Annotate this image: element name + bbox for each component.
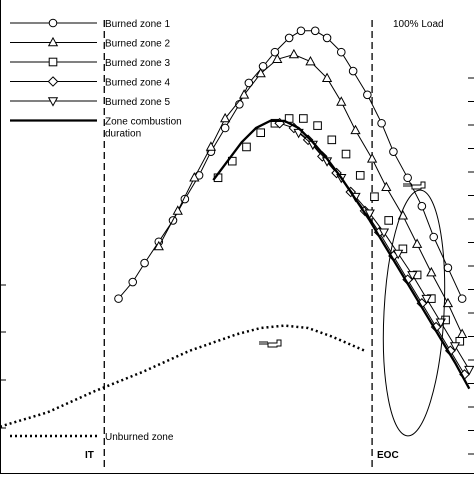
data-point-burned-zone-2 <box>220 112 231 123</box>
legend: Burned zone 1 Burned zone 2 Burned zone 3 B… <box>10 18 182 140</box>
series-line-zone-combustion-duration <box>212 119 471 390</box>
series-line-burned-zone-5 <box>298 132 470 370</box>
legend-item-burned-zone-3: Burned zone 3 <box>10 57 170 69</box>
data-point-burned-zone-1 <box>244 78 254 88</box>
series-burned-zone-2 <box>153 48 468 338</box>
data-point-burned-zone-1 <box>284 33 294 43</box>
data-point-burned-zone-2 <box>321 72 333 83</box>
series-zone-combustion-duration <box>212 119 471 390</box>
data-point-burned-zone-1 <box>403 173 412 183</box>
data-point-burned-zone-1 <box>114 294 123 303</box>
legend-marker <box>47 97 59 107</box>
legend-marker <box>47 76 59 87</box>
data-point-burned-zone-1 <box>429 232 439 242</box>
data-point-burned-zone-2 <box>272 53 283 64</box>
data-point-burned-zone-2 <box>366 153 378 163</box>
data-point-burned-zone-1 <box>296 26 306 36</box>
series-unburned-zone <box>0 324 366 428</box>
data-point-burned-zone-1 <box>220 123 230 133</box>
data-point-burned-zone-2 <box>288 48 300 59</box>
pointing-hand-icon <box>403 181 426 190</box>
right-tick-marks <box>468 77 474 455</box>
data-point-burned-zone-2 <box>172 205 183 215</box>
data-point-burned-zone-1 <box>457 294 467 303</box>
legend-marker <box>47 36 59 47</box>
load-label: 100% Load <box>393 19 444 30</box>
legend-marker <box>48 57 58 67</box>
data-point-burned-zone-3 <box>398 244 408 254</box>
eoc-label: EOC <box>377 450 399 461</box>
legend-item-zone-combustion-duration: Zone combustion duration <box>10 117 182 140</box>
data-point-burned-zone-3 <box>341 149 351 159</box>
data-point-burned-zone-3 <box>455 336 465 346</box>
data-point-burned-zone-1 <box>322 33 332 43</box>
data-point-burned-zone-5 <box>378 228 390 238</box>
data-point-burned-zone-1 <box>140 258 149 268</box>
data-point-burned-zone-5 <box>393 249 404 260</box>
legend-label: Burned zone 4 <box>105 78 170 89</box>
legend-marker <box>48 18 58 28</box>
legend-item-burned-zone-5: Burned zone 5 <box>10 97 170 108</box>
series-line-burned-zone-2 <box>158 53 463 335</box>
highlight-ellipse <box>382 189 446 437</box>
data-point-burned-zone-3 <box>327 135 337 145</box>
data-point-burned-zone-2 <box>205 141 217 151</box>
data-point-burned-zone-2 <box>255 67 266 78</box>
data-point-burned-zone-5 <box>364 209 375 219</box>
data-point-burned-zone-3 <box>256 128 265 138</box>
data-point-burned-zone-2 <box>426 266 437 277</box>
data-point-burned-zone-5 <box>449 342 461 352</box>
legend-item-burned-zone-4: Burned zone 4 <box>10 76 170 89</box>
series-line-burned-zone-1 <box>118 30 463 299</box>
data-point-burned-zone-3 <box>355 171 365 180</box>
data-point-burned-zone-2 <box>238 89 250 99</box>
data-point-burned-zone-3 <box>242 142 251 152</box>
it-label: IT <box>85 450 94 461</box>
legend-item-burned-zone-2: Burned zone 2 <box>10 36 170 50</box>
legend-item-burned-zone-1: Burned zone 1 <box>10 18 170 30</box>
data-point-burned-zone-1 <box>363 90 372 100</box>
legend-label: Burned zone 2 <box>105 39 170 50</box>
data-point-burned-zone-3 <box>299 114 308 123</box>
data-point-burned-zone-1 <box>336 47 346 57</box>
legend-label: Burned zone 5 <box>105 97 170 108</box>
data-point-burned-zone-2 <box>457 328 468 338</box>
legend-label: Burned zone 1 <box>105 19 170 30</box>
data-point-burned-zone-2 <box>442 297 454 308</box>
data-point-burned-zone-5 <box>464 365 474 376</box>
data-point-burned-zone-3 <box>384 216 393 225</box>
series-burned-zone-5 <box>293 128 474 376</box>
data-point-burned-zone-1 <box>389 147 398 156</box>
unburned-zone-label: Unburned zone <box>105 432 174 443</box>
data-point-burned-zone-1 <box>443 263 453 273</box>
data-point-burned-zone-1 <box>377 118 386 128</box>
series-layer <box>0 26 474 428</box>
series-line-unburned-zone <box>0 324 366 428</box>
data-point-burned-zone-2 <box>153 240 164 251</box>
data-point-burned-zone-1 <box>310 26 320 36</box>
data-point-burned-zone-2 <box>189 172 200 182</box>
data-point-burned-zone-2 <box>336 96 347 106</box>
pointing-hand-icon <box>259 339 282 348</box>
data-point-burned-zone-5 <box>407 271 418 281</box>
data-point-burned-zone-1 <box>417 201 427 211</box>
data-point-burned-zone-2 <box>305 55 316 66</box>
data-point-burned-zone-1 <box>270 47 280 57</box>
series-burned-zone-3 <box>213 114 465 346</box>
data-point-burned-zone-1 <box>348 66 358 76</box>
data-point-burned-zone-5 <box>421 294 432 305</box>
data-point-burned-zone-3 <box>313 121 322 130</box>
data-point-burned-zone-1 <box>128 277 138 287</box>
left-tick-marks <box>0 284 6 429</box>
legend-label: Zone combustion duration <box>105 117 182 140</box>
legend-label: Burned zone 3 <box>105 58 170 69</box>
data-point-burned-zone-3 <box>370 192 379 202</box>
data-point-burned-zone-2 <box>411 238 423 248</box>
data-point-burned-zone-2 <box>381 181 392 192</box>
data-point-burned-zone-1 <box>258 62 268 71</box>
data-point-burned-zone-2 <box>350 124 361 135</box>
